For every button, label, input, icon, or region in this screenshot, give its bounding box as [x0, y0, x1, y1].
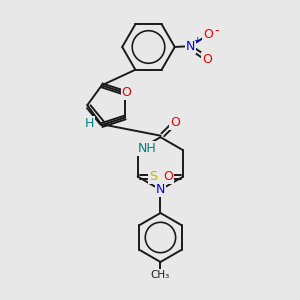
Text: CH₃: CH₃: [151, 269, 170, 280]
Text: +: +: [193, 36, 201, 45]
Text: -: -: [214, 24, 219, 37]
Text: O: O: [122, 86, 131, 99]
Text: S: S: [149, 170, 157, 183]
Text: O: O: [202, 53, 212, 66]
Text: O: O: [203, 28, 213, 41]
Text: O: O: [170, 116, 180, 129]
Text: N: N: [156, 183, 165, 196]
Text: O: O: [163, 170, 173, 183]
Text: NH: NH: [137, 142, 156, 155]
Text: N: N: [186, 40, 195, 53]
Text: H: H: [85, 117, 94, 130]
